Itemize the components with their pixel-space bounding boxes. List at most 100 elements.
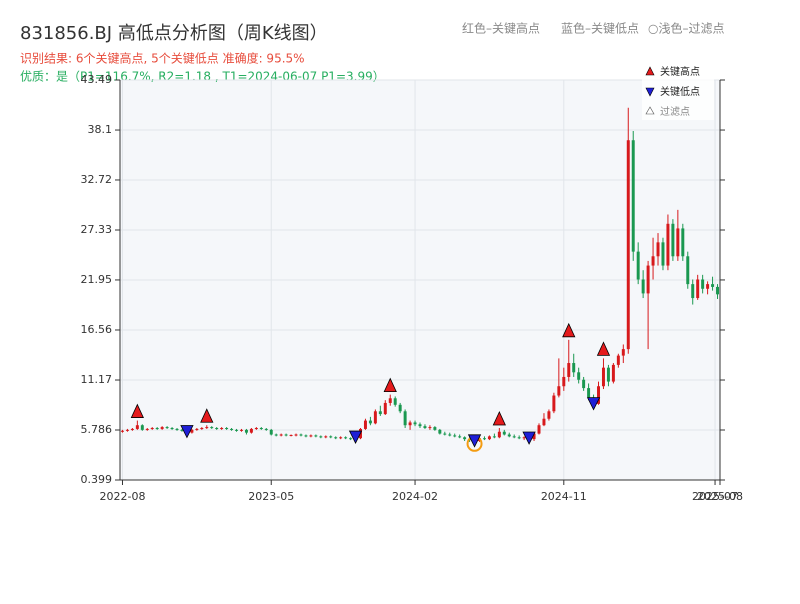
candle-body — [274, 434, 278, 436]
y-tick-label: 16.56 — [81, 323, 113, 336]
candle-body — [582, 379, 586, 389]
legend-symbol — [645, 106, 655, 115]
key-low-marker — [522, 431, 536, 445]
candle-body — [577, 372, 581, 380]
x-tick-label: 2025-08 — [697, 490, 743, 503]
candle-body — [537, 425, 541, 434]
candle-body — [492, 436, 496, 438]
y-tick-label: 5.786 — [81, 423, 113, 436]
y-tick-label: 27.33 — [81, 223, 113, 236]
top-legend: 蓝色–关键低点 — [561, 22, 639, 36]
quality-note: 优质：是（P1=116.7%, R2=1.18 , T1=2024-06-07 … — [20, 70, 385, 84]
candle-body — [398, 404, 402, 412]
candle-body — [542, 418, 546, 426]
candle-body — [666, 223, 670, 266]
candle-body — [363, 420, 367, 429]
candle-body — [235, 429, 239, 431]
candle-body — [636, 251, 640, 280]
candle-body — [522, 437, 526, 439]
candle-body — [264, 428, 268, 430]
candle-body — [284, 434, 288, 436]
candle-body — [368, 420, 372, 424]
candle-body — [438, 429, 442, 434]
candle-body — [299, 434, 303, 436]
candle-body — [314, 435, 318, 437]
candle-body — [453, 435, 457, 437]
y-tick-label: 0.399 — [81, 473, 113, 486]
candle-body — [512, 436, 516, 438]
candle-body — [606, 367, 610, 382]
candle-body — [383, 402, 387, 415]
candle-body — [165, 427, 169, 429]
top-legend: 红色–关键高点 — [462, 21, 540, 36]
chart-title: 831856.BJ 高低点分析图（周K线图） — [20, 23, 328, 44]
candle-body — [373, 411, 377, 424]
candle-body — [418, 424, 422, 427]
key-high-marker — [562, 322, 576, 338]
candle-body — [269, 429, 273, 435]
candle-body — [304, 435, 308, 437]
candle-body — [403, 411, 407, 426]
candle-body — [259, 428, 263, 430]
key-high-marker — [130, 403, 144, 418]
legend-label: 过滤点 — [660, 105, 690, 118]
candle-body — [671, 223, 675, 257]
candle-body — [309, 435, 313, 437]
candle-body — [507, 434, 511, 437]
candle-body — [428, 427, 432, 429]
candle-body — [195, 428, 199, 430]
candle-body — [175, 428, 179, 430]
candle-body — [294, 434, 298, 436]
candle-body — [611, 364, 615, 382]
candle-body — [334, 437, 338, 439]
candle-body — [716, 286, 720, 295]
candle-body — [220, 428, 224, 430]
candle-body — [567, 363, 571, 377]
candle-body — [225, 428, 229, 430]
candle-body — [135, 425, 139, 429]
candle-body — [562, 376, 566, 387]
candle-body — [324, 436, 328, 438]
candle-body — [661, 242, 665, 266]
key-low-marker — [348, 430, 363, 444]
x-tick-label: 2025-07 — [692, 490, 738, 503]
candle-body — [413, 422, 417, 425]
legend-box — [642, 62, 714, 120]
key-high-marker — [492, 411, 506, 426]
candle-body — [349, 438, 353, 440]
candle-body — [691, 284, 695, 299]
candle-body — [433, 427, 437, 430]
candle-body — [711, 284, 715, 287]
x-tick-label: 2022-08 — [99, 490, 145, 503]
plot — [120, 79, 721, 481]
candle-body — [532, 433, 536, 440]
candle-body — [125, 429, 129, 431]
candle-body — [279, 434, 283, 436]
top-legend: ○浅色–过滤点 — [648, 22, 724, 36]
y-tick-label: 38.1 — [88, 123, 113, 136]
candle-body — [696, 279, 700, 299]
candle-body — [388, 398, 392, 403]
candle-body — [463, 437, 467, 440]
candle-body — [393, 398, 397, 405]
candle-body — [482, 438, 486, 440]
candle-body — [641, 279, 645, 294]
candle-body — [329, 436, 333, 438]
candle-body — [170, 428, 174, 430]
candle-body — [686, 256, 690, 285]
candle-body — [621, 349, 625, 356]
candle-body — [458, 436, 462, 438]
candle-body — [487, 436, 491, 440]
candle-body — [160, 427, 164, 429]
candle-body — [572, 363, 576, 373]
legend-label: 关键低点 — [660, 85, 700, 98]
x-tick-label: 2023-05 — [248, 490, 294, 503]
candle-body — [344, 437, 348, 439]
candle-body — [155, 428, 159, 430]
candle-body — [240, 429, 243, 431]
key-high-marker — [596, 341, 611, 356]
x-tick-label: 2024-11 — [541, 490, 587, 503]
candle-body — [547, 411, 551, 419]
candle-body — [597, 386, 600, 404]
candle-body — [631, 140, 635, 252]
